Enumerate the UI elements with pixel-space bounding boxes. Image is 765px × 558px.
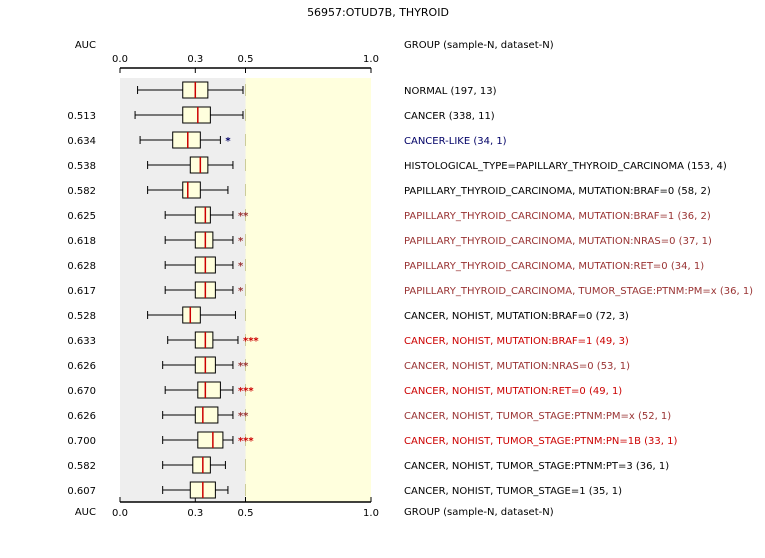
box xyxy=(189,156,209,174)
box xyxy=(192,456,211,474)
group-label: HISTOLOGICAL_TYPE=PAPILLARY_THYROID_CARC… xyxy=(404,161,727,172)
box xyxy=(197,431,224,449)
axis-tick-label: 0.0 xyxy=(112,54,128,65)
auc-value: 0.582 xyxy=(67,186,96,197)
axis-tick-label: 1.0 xyxy=(363,54,379,65)
group-label: CANCER, NOHIST, TUMOR_STAGE:PTNM:PM=x (5… xyxy=(404,411,671,422)
box xyxy=(172,131,201,149)
box xyxy=(194,331,214,349)
box-row: 0.513 CANCER (338, 11) xyxy=(67,106,495,124)
group-label: PAPILLARY_THYROID_CARCINOMA, MUTATION:NR… xyxy=(404,236,712,247)
significance-stars: * xyxy=(238,286,244,297)
group-label: CANCER, NOHIST, TUMOR_STAGE:PTNM:PN=1B (… xyxy=(404,436,677,447)
significance-stars: ** xyxy=(238,211,249,222)
group-label: CANCER (338, 11) xyxy=(404,111,495,122)
box xyxy=(182,106,211,124)
auc-value: 0.528 xyxy=(67,311,96,322)
significance-stars: *** xyxy=(238,386,254,397)
group-label: CANCER, NOHIST, MUTATION:NRAS=0 (53, 1) xyxy=(404,361,630,372)
significance-stars: *** xyxy=(243,336,259,347)
auc-value: 0.634 xyxy=(67,136,96,147)
box-row: 0.582 CANCER, NOHIST, TUMOR_STAGE:PTNM:PT… xyxy=(67,456,669,474)
auc-value: 0.607 xyxy=(67,486,96,497)
axis-tick-label: 0.5 xyxy=(238,508,254,519)
auc-header-top: AUC xyxy=(75,40,96,51)
box-row: ** 0.626 CANCER, NOHIST, MUTATION:NRAS=0 (… xyxy=(67,356,630,374)
auc-value: 0.700 xyxy=(67,436,96,447)
group-label: CANCER, NOHIST, TUMOR_STAGE:PTNM:PT=3 (3… xyxy=(404,461,669,472)
axis-tick-label: 0.0 xyxy=(112,508,128,519)
significance-stars: ** xyxy=(238,411,249,422)
auc-value: 0.633 xyxy=(67,336,96,347)
x-axis-top: 0.0 0.3 0.5 1.0 xyxy=(112,54,379,73)
auc-value: 0.582 xyxy=(67,461,96,472)
box-row: 0.538 HISTOLOGICAL_TYPE=PAPILLARY_THYROID… xyxy=(67,156,727,174)
auc-value: 0.618 xyxy=(67,236,96,247)
group-label: PAPILLARY_THYROID_CARCINOMA, TUMOR_STAGE… xyxy=(404,286,753,297)
group-label: PAPILLARY_THYROID_CARCINOMA, MUTATION:BR… xyxy=(404,211,711,222)
auc-value: 0.626 xyxy=(67,411,96,422)
box-rows: NORMAL (197, 13) 0.513 CANCER (338, 11) * 0.… xyxy=(67,81,753,499)
auc-value: 0.628 xyxy=(67,261,96,272)
group-header-top: GROUP (sample-N, dataset-N) xyxy=(404,40,554,51)
group-label: CANCER-LIKE (34, 1) xyxy=(404,136,507,147)
significance-stars: ** xyxy=(238,361,249,372)
group-label: CANCER, NOHIST, MUTATION:BRAF=0 (72, 3) xyxy=(404,311,629,322)
group-label: CANCER, NOHIST, TUMOR_STAGE=1 (35, 1) xyxy=(404,486,622,497)
significance-stars: * xyxy=(238,261,244,272)
box-row: ** 0.626 CANCER, NOHIST, TUMOR_STAGE:PTNM:… xyxy=(67,406,671,424)
group-label: CANCER, NOHIST, MUTATION:RET=0 (49, 1) xyxy=(404,386,622,397)
axis-tick-label: 0.5 xyxy=(238,54,254,65)
axis-tick-label: 0.3 xyxy=(187,508,203,519)
box-row: *** 0.700 CANCER, NOHIST, TUMOR_STAGE:PTNM… xyxy=(67,431,677,449)
box xyxy=(197,381,221,399)
auc-value: 0.626 xyxy=(67,361,96,372)
group-label: CANCER, NOHIST, MUTATION:BRAF=1 (49, 3) xyxy=(404,336,629,347)
auc-value: 0.617 xyxy=(67,286,96,297)
chart-title: 56957:OTUD7B, THYROID xyxy=(307,6,449,19)
significance-stars: * xyxy=(225,136,231,147)
box-row: NORMAL (197, 13) xyxy=(137,81,497,99)
box-row: * 0.617 PAPILLARY_THYROID_CARCINOMA, TUMOR… xyxy=(67,281,753,299)
box-row: *** 0.633 CANCER, NOHIST, MUTATION:BRAF=1 … xyxy=(67,331,629,349)
box-row: * 0.634 CANCER-LIKE (34, 1) xyxy=(67,131,507,149)
box xyxy=(194,231,214,249)
box xyxy=(182,181,201,199)
auc-value: 0.538 xyxy=(67,161,96,172)
box-row: 0.607 CANCER, NOHIST, TUMOR_STAGE=1 (35, … xyxy=(67,481,622,499)
box-row: * 0.618 PAPILLARY_THYROID_CARCINOMA, MUTAT… xyxy=(67,231,712,249)
plot-background-high xyxy=(245,78,371,502)
axis-tick-label: 0.3 xyxy=(187,54,203,65)
box-row: 0.582 PAPILLARY_THYROID_CARCINOMA, MUTATI… xyxy=(67,181,711,199)
auc-value: 0.670 xyxy=(67,386,96,397)
significance-stars: *** xyxy=(238,436,254,447)
group-label: PAPILLARY_THYROID_CARCINOMA, MUTATION:BR… xyxy=(404,186,711,197)
group-header-bottom: GROUP (sample-N, dataset-N) xyxy=(404,507,554,518)
box-row: * 0.628 PAPILLARY_THYROID_CARCINOMA, MUTAT… xyxy=(67,256,704,274)
box-row: ** 0.625 PAPILLARY_THYROID_CARCINOMA, MUTA… xyxy=(67,206,711,224)
box-row: *** 0.670 CANCER, NOHIST, MUTATION:RET=0 (… xyxy=(67,381,622,399)
auc-header-bottom: AUC xyxy=(75,507,96,518)
box xyxy=(194,206,211,224)
group-label: NORMAL (197, 13) xyxy=(404,86,497,97)
auc-value: 0.513 xyxy=(67,111,96,122)
significance-stars: * xyxy=(238,236,244,247)
box xyxy=(194,406,219,424)
group-label: PAPILLARY_THYROID_CARCINOMA, MUTATION:RE… xyxy=(404,261,704,272)
box xyxy=(182,306,201,324)
axis-tick-label: 1.0 xyxy=(363,508,379,519)
auc-value: 0.625 xyxy=(67,211,96,222)
box-row: 0.528 CANCER, NOHIST, MUTATION:BRAF=0 (72… xyxy=(67,306,629,324)
